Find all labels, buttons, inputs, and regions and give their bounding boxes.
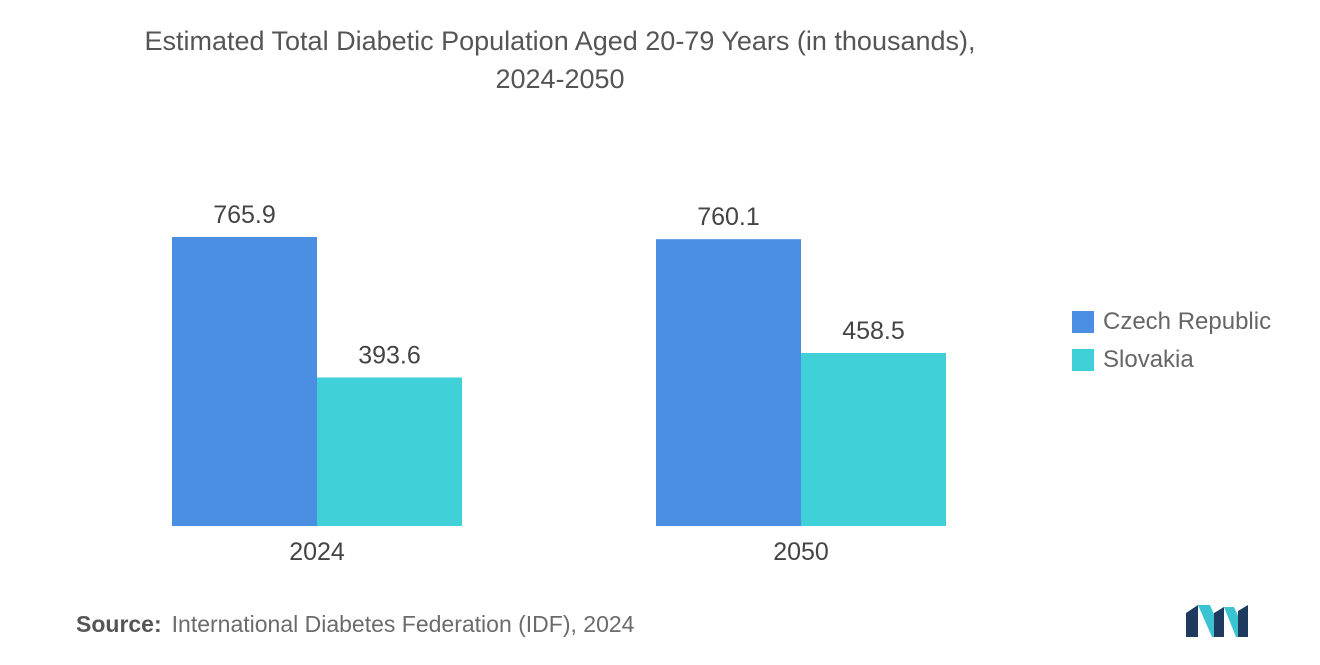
bar-slovakia-2050 <box>801 352 946 526</box>
chart-title: Estimated Total Diabetic Population Aged… <box>0 22 1120 98</box>
bar-czech-republic-2050 <box>656 239 801 526</box>
bar-czech-republic-2024 <box>172 237 317 526</box>
chart-title-line-1: Estimated Total Diabetic Population Aged… <box>144 26 976 56</box>
x-tick-label-2050: 2050 <box>773 538 829 566</box>
value-label-czech-republic-2024: 765.9 <box>213 201 276 229</box>
chart-title-line-2: 2024-2050 <box>495 64 625 94</box>
bar-slovakia-2024 <box>317 377 462 526</box>
source-text: International Diabetes Federation (IDF),… <box>171 611 635 637</box>
legend-swatch-slovakia <box>1072 349 1094 371</box>
mordor-intelligence-logo-icon <box>1186 605 1248 637</box>
value-label-czech-republic-2050: 760.1 <box>697 203 760 231</box>
legend-swatch-czech-republic <box>1072 311 1094 333</box>
source-note: Source: International Diabetes Federation… <box>76 611 634 638</box>
x-tick-label-2024: 2024 <box>289 538 345 566</box>
value-label-slovakia-2024: 393.6 <box>358 341 421 369</box>
value-label-slovakia-2050: 458.5 <box>842 317 905 345</box>
source-label: Source: <box>76 611 162 637</box>
legend-label-czech-republic: Czech Republic <box>1103 308 1271 335</box>
legend-label-slovakia: Slovakia <box>1103 346 1194 373</box>
